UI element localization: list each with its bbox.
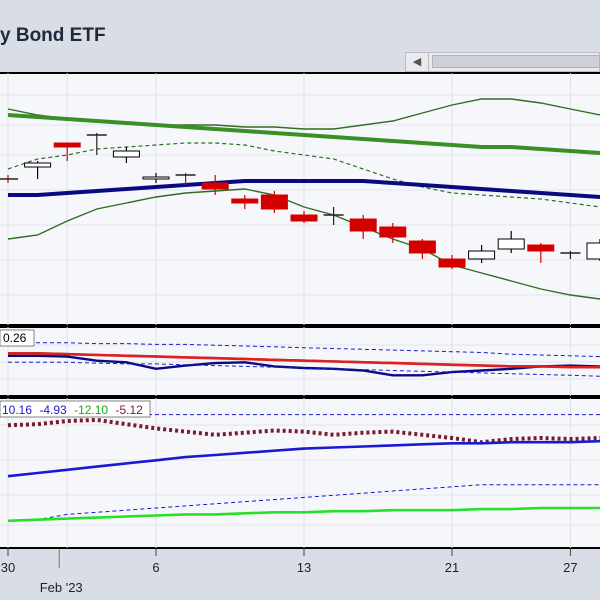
- indicator1-signal-red-line: [8, 352, 600, 369]
- candle-body: [142, 176, 170, 180]
- panel-3-background: [0, 398, 600, 548]
- candle-body: [379, 226, 407, 238]
- indicator2-label-box: [0, 400, 151, 418]
- xaxis-tick-label: 6: [152, 560, 159, 575]
- candle-body: [468, 250, 496, 260]
- title-bar: y Bond ETF ◀: [0, 0, 600, 72]
- middle-band-line: [7, 142, 600, 208]
- candle-body: [408, 240, 436, 254]
- lower-band-line: [7, 188, 600, 300]
- xaxis-background: [0, 549, 600, 600]
- indicator1-series-4: [8, 361, 600, 377]
- moving-average-navy-line: [8, 179, 600, 199]
- candle-body: [290, 214, 318, 222]
- candle-body: [497, 238, 525, 250]
- candle-body: [349, 218, 377, 232]
- candle-body: [586, 242, 600, 260]
- indicator1-label-box: [0, 329, 35, 347]
- indicator2-value-1: 10.16: [2, 403, 32, 417]
- horizontal-scrollbar[interactable]: ◀: [405, 52, 600, 72]
- xaxis-tick-label: 21: [445, 560, 459, 575]
- xaxis-month-label: Feb '23: [40, 580, 83, 595]
- candle-body: [231, 198, 259, 204]
- indicator1-series-3: [8, 342, 600, 358]
- indicator2-values: 10.16 -4.93 -12.10 -5.12: [2, 403, 143, 417]
- moving-average-green-line: [7, 113, 600, 155]
- indicator2-green-series: [7, 506, 600, 523]
- candle-body: [24, 162, 52, 168]
- candle-body: [201, 182, 229, 190]
- chart-title: y Bond ETF: [0, 25, 106, 46]
- candle-body: [53, 142, 81, 148]
- candle-body: [438, 258, 466, 268]
- xaxis-tick-label: 27: [563, 560, 577, 575]
- scroll-left-arrow-icon[interactable]: ◀: [406, 53, 429, 71]
- candle-body: [527, 244, 555, 252]
- indicator2-dotted-series: [7, 417, 600, 445]
- candle-body: [260, 194, 288, 210]
- xaxis-tick-label: 30: [1, 560, 15, 575]
- indicator1-value: 0.26: [3, 331, 27, 345]
- xaxis-tick-label: 13: [297, 560, 311, 575]
- indicator2-lower-dashed: [7, 484, 600, 522]
- indicator2-value-2: -4.93: [39, 403, 67, 417]
- panel-1-background: [0, 73, 600, 325]
- candle-body: [112, 150, 140, 158]
- indicator2-value-3: -12.10: [74, 403, 108, 417]
- indicator2-value-4: -5.12: [115, 403, 143, 417]
- indicator2-blue-series: [7, 439, 600, 478]
